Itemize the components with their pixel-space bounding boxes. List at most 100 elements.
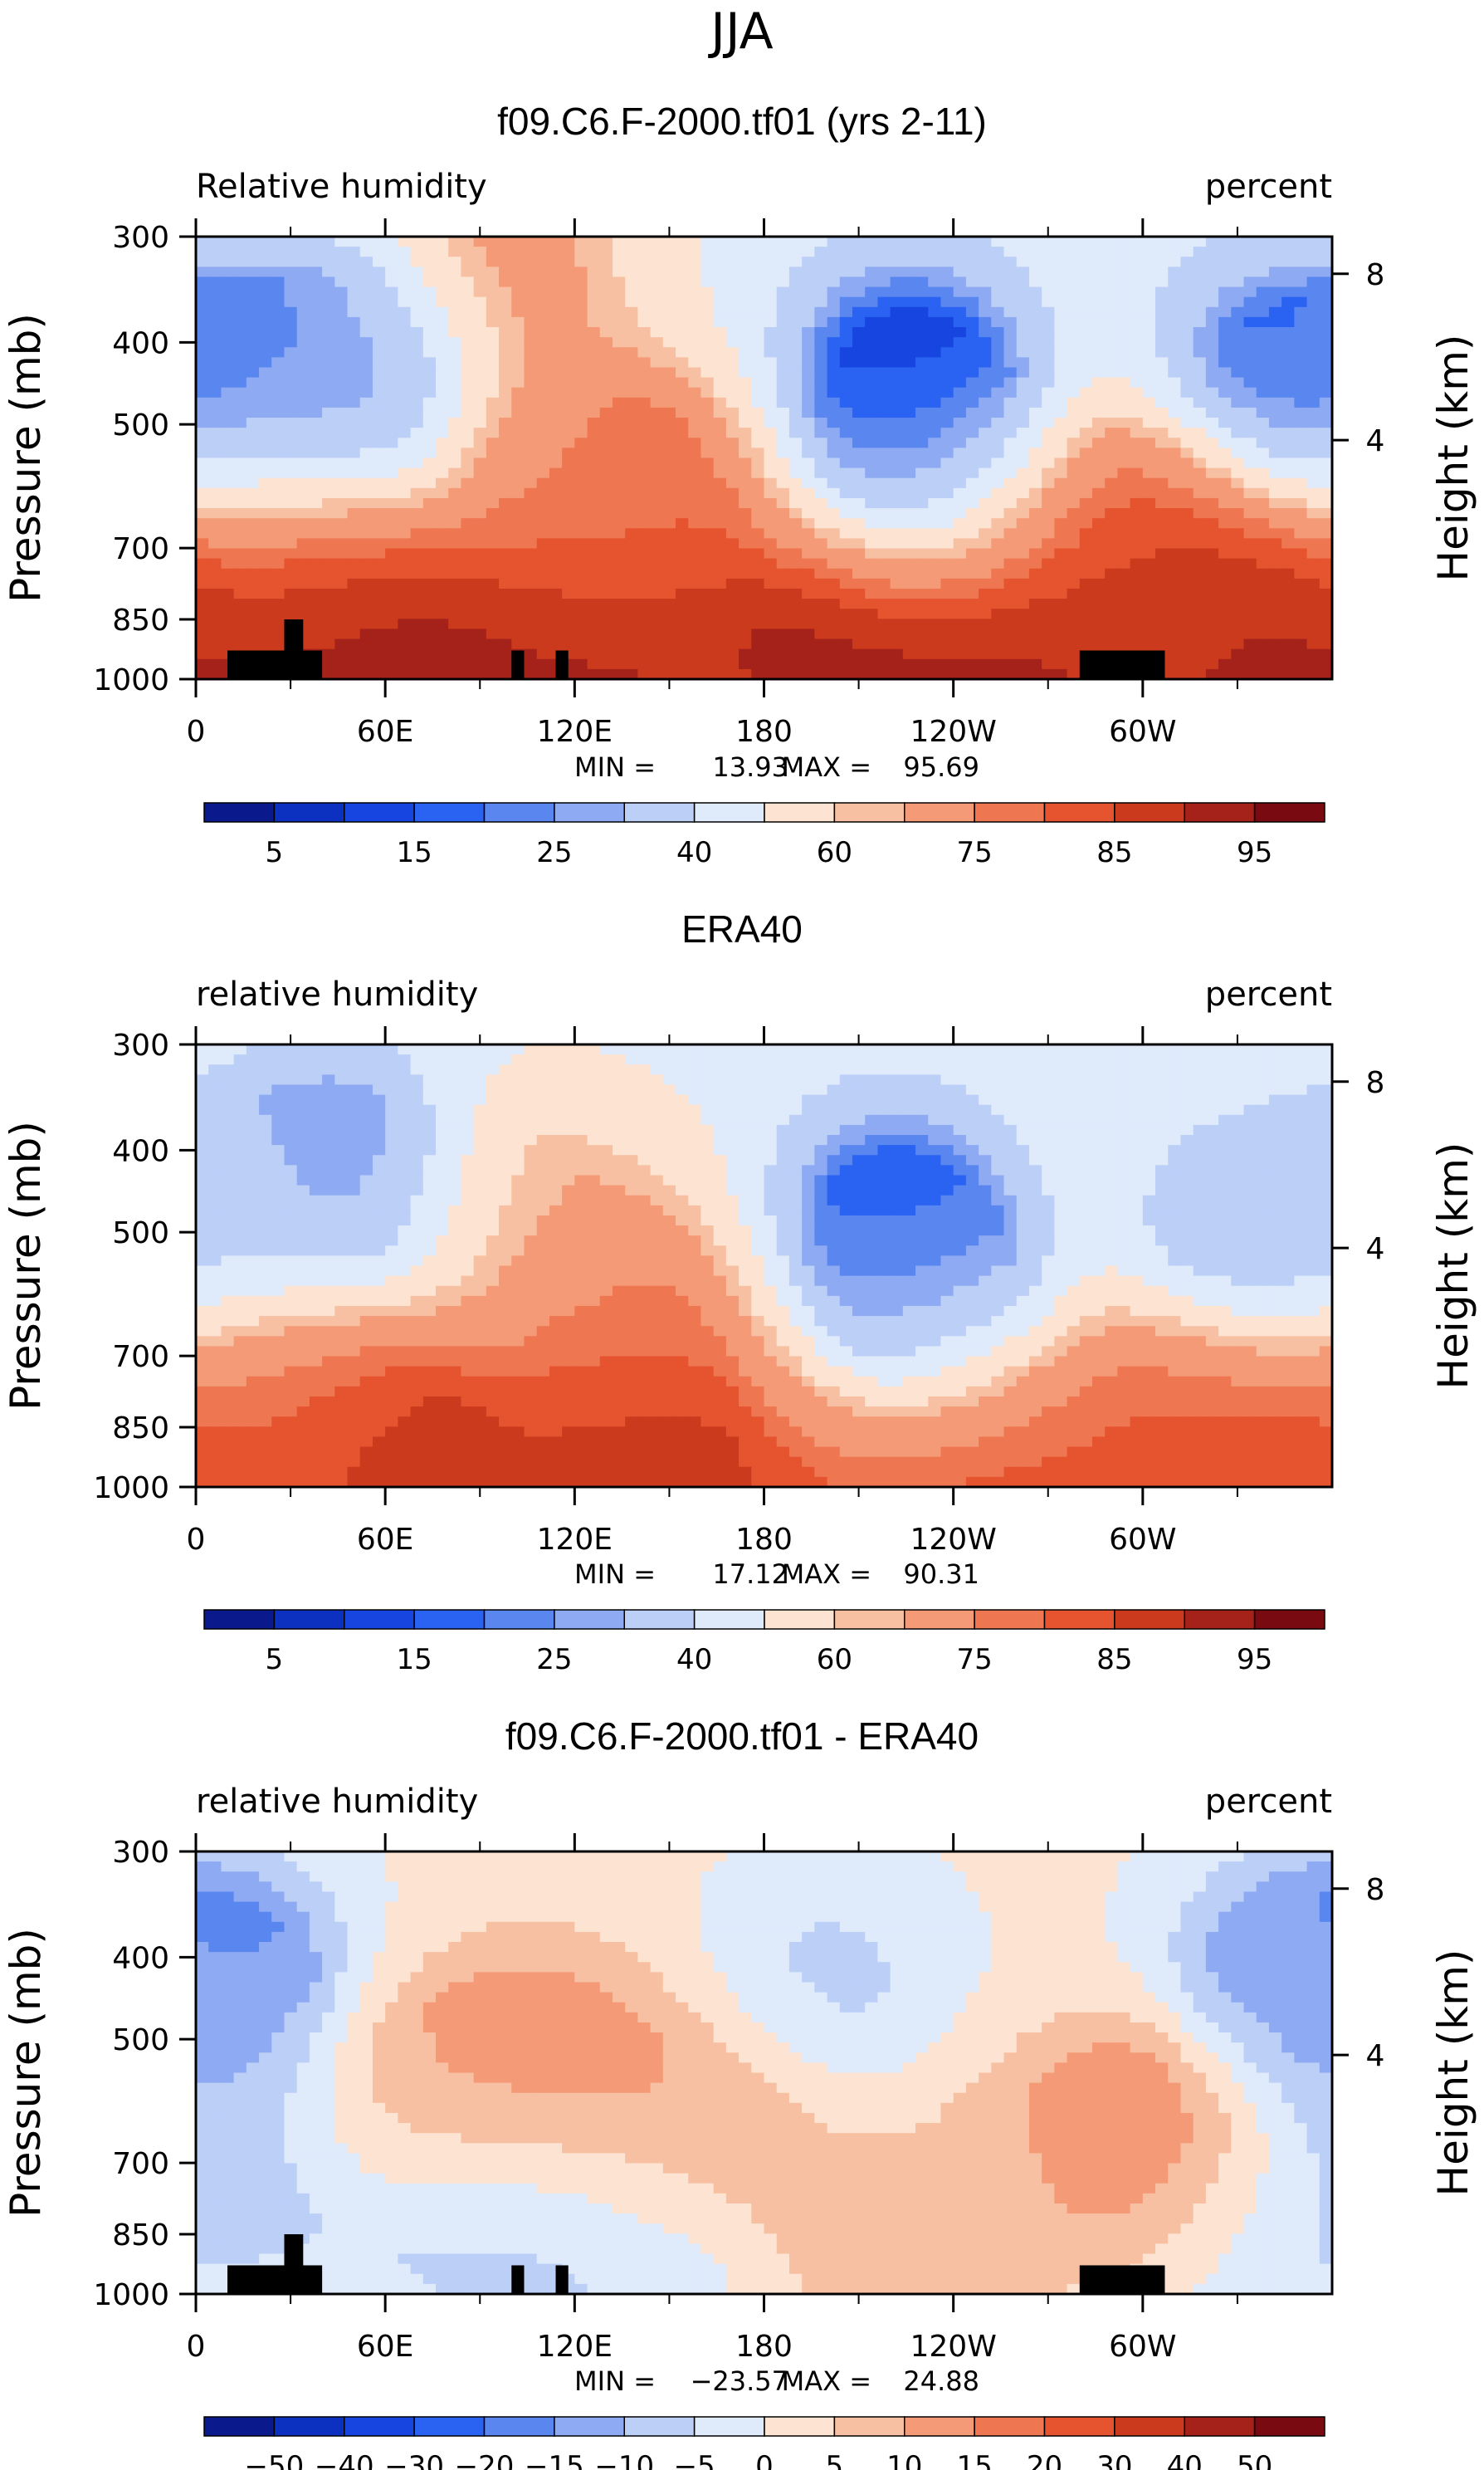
field-cell [1105,337,1119,348]
field-cell [940,337,954,348]
field-cell [1091,1094,1106,1106]
field-cell [499,306,512,318]
field-cell [1193,548,1207,560]
field-cell [940,487,954,499]
field-cell [991,619,1005,630]
field-cell [511,1064,525,1075]
field-cell [461,1114,475,1126]
field-cell [940,397,954,408]
field-cell [915,1124,929,1136]
field-cell [1079,568,1093,580]
field-cell [587,457,601,469]
field-cell [448,367,462,379]
field-cell [637,1044,652,1055]
field-cell [764,347,778,358]
field-cell [1117,609,1131,619]
field-cell [372,448,386,459]
field-cell [196,1044,209,1055]
field-cell [599,578,613,589]
field-cell [549,508,563,519]
field-cell [422,548,437,560]
field-cell [637,276,652,288]
field-cell [979,528,992,540]
field-cell [347,1104,361,1116]
field-cell [1003,648,1018,660]
field-cell [1193,428,1207,438]
field-cell [1205,306,1219,318]
field-cell [599,367,613,379]
field-cell [688,327,702,338]
field-cell [574,1074,588,1086]
field-cell [902,588,916,599]
field-cell [1294,648,1308,660]
field-cell [865,508,878,519]
field-cell [625,367,638,379]
field-cell [511,377,525,389]
field-cell [1042,668,1055,680]
field-cell [979,306,992,318]
field-cell [208,538,222,550]
field-cell [991,568,1005,580]
field-cell [814,337,828,348]
field-cell [1155,638,1169,650]
field-cell [1231,528,1245,540]
field-cell [877,518,891,529]
field-cell [802,538,815,550]
field-cell [637,448,652,459]
field-cell [1016,1084,1030,1096]
field-cell [650,448,664,459]
field-cell [461,1124,475,1136]
field-cell [1067,599,1081,609]
field-cell [928,296,942,308]
field-cell [1016,237,1030,247]
field-cell [612,1074,626,1086]
field-cell [1193,306,1207,318]
field-cell [764,428,778,438]
field-cell [233,407,247,418]
field-cell [574,668,588,680]
field-cell [1016,538,1030,550]
field-cell [1079,609,1093,619]
field-cell [473,1104,487,1116]
field-cell [676,296,689,308]
field-cell [650,668,664,680]
field-cell [662,357,676,369]
field-cell [1218,1054,1232,1065]
field-cell [1079,1084,1093,1096]
field-cell [915,538,929,550]
field-cell [334,497,349,509]
field-cell [284,1074,298,1086]
field-cell [701,668,715,680]
field-cell [208,668,222,680]
field-cell [776,658,790,670]
field-cell [915,276,929,288]
field-cell [1042,418,1055,428]
field-cell [1231,1135,1245,1146]
field-cell [208,1114,222,1126]
field-cell [751,648,765,660]
field-cell [701,477,715,489]
field-cell [1231,508,1245,519]
field-cell [1079,629,1093,640]
field-cell [1028,1084,1042,1096]
field-cell [625,518,638,529]
field-cell [410,1114,424,1126]
field-cell [915,438,929,448]
field-cell [385,497,398,509]
field-cell [852,548,866,560]
field-cell [385,347,398,358]
field-cell [953,407,967,418]
field-cell [890,629,904,640]
field-cell [877,327,891,338]
field-cell [1091,1084,1106,1096]
field-cell [776,428,790,438]
field-cell [662,629,676,640]
field-cell [1231,306,1245,318]
field-cell [271,286,286,298]
field-cell [839,548,853,560]
field-cell [1091,296,1106,308]
field-cell [814,367,828,379]
field-cell [536,629,550,640]
field-cell [284,247,298,257]
field-cell [473,558,487,570]
